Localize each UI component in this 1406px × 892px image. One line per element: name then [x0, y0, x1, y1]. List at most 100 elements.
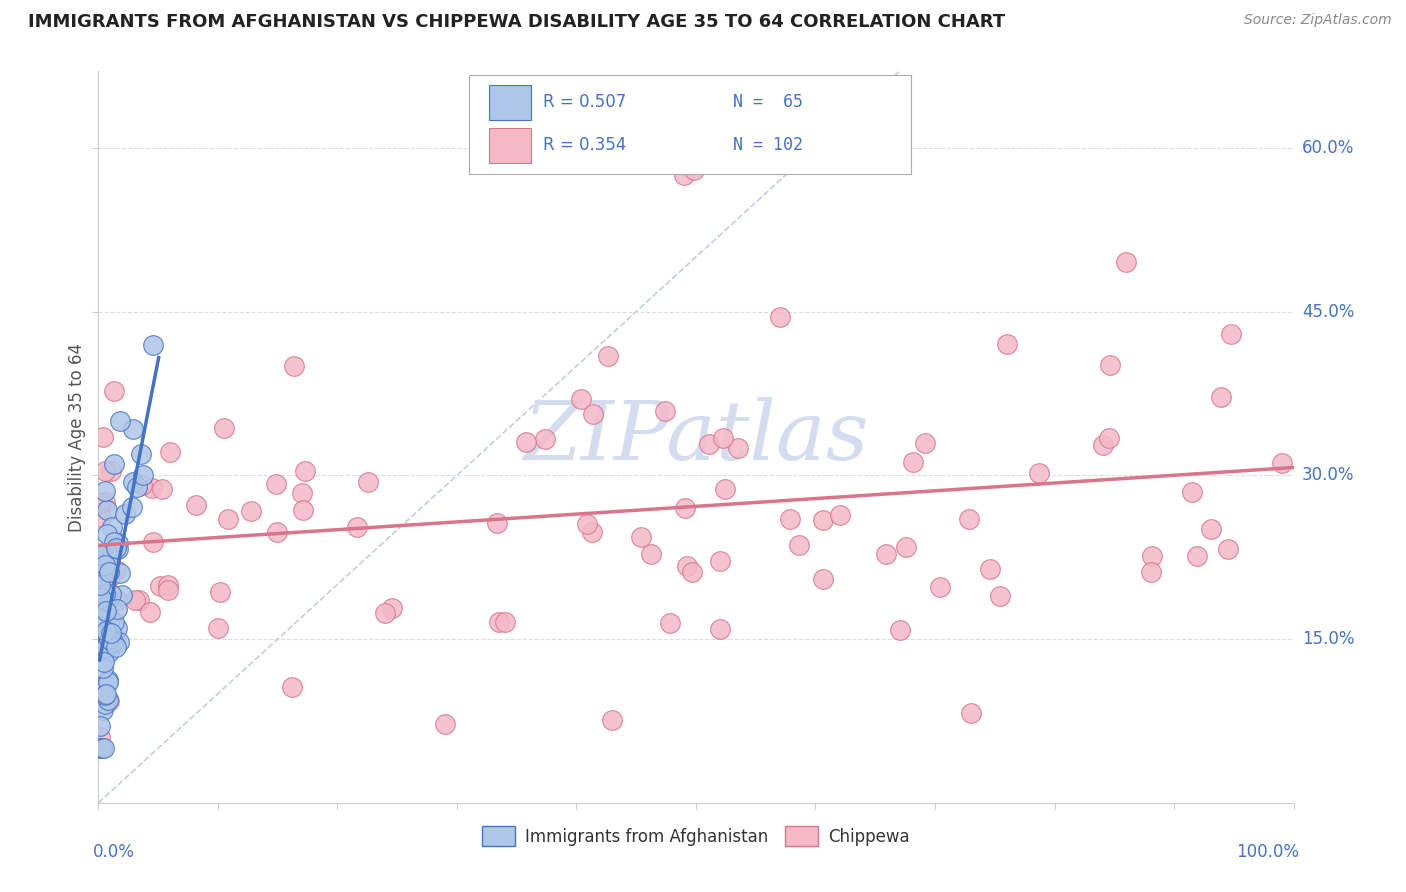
Point [94, 558, 117, 573]
Point [830, 508, 852, 523]
Point [212, 421, 235, 435]
Text: R = 0.507: R = 0.507 [543, 93, 626, 111]
Point [94, 688, 117, 702]
Point [98, 694, 121, 708]
Point [682, 162, 704, 177]
Point [89, 612, 111, 626]
Point [1199, 522, 1222, 536]
Point [681, 565, 703, 579]
Point [960, 706, 983, 721]
Point [208, 584, 231, 599]
Point [111, 588, 134, 602]
Point [93, 464, 115, 478]
Point [108, 634, 131, 648]
Point [91, 645, 114, 659]
Text: 0.0%: 0.0% [93, 843, 135, 861]
Point [121, 422, 143, 436]
Point [139, 605, 162, 619]
FancyBboxPatch shape [489, 128, 531, 163]
Text: 30.0%: 30.0% [1302, 467, 1354, 484]
Point [97, 675, 120, 690]
Text: ZIPatlas: ZIPatlas [523, 397, 869, 477]
Point [141, 481, 163, 495]
Point [90, 510, 112, 524]
Point [486, 516, 509, 530]
Point [100, 519, 122, 533]
Point [283, 359, 305, 373]
Point [107, 542, 129, 557]
Point [122, 475, 145, 489]
Point [494, 615, 516, 629]
Point [488, 615, 510, 630]
Point [100, 626, 122, 640]
Point [1098, 431, 1121, 445]
Point [1115, 255, 1137, 269]
Point [107, 535, 129, 549]
Point [1181, 485, 1204, 500]
Point [779, 512, 801, 526]
Point [346, 520, 368, 534]
Point [875, 548, 897, 562]
Text: 45.0%: 45.0% [1302, 302, 1354, 320]
Point [105, 541, 128, 556]
Point [1218, 542, 1240, 557]
Point [914, 436, 936, 450]
Point [264, 477, 287, 491]
Point [93, 587, 115, 601]
Point [711, 431, 734, 445]
Point [374, 606, 396, 620]
Point [97, 692, 120, 706]
Point [571, 392, 593, 407]
Point [787, 537, 810, 551]
Point [697, 437, 720, 451]
Text: Source: ZipAtlas.com: Source: ZipAtlas.com [1244, 13, 1392, 28]
Point [89, 632, 111, 646]
Point [149, 579, 172, 593]
Point [98, 612, 121, 626]
Point [676, 559, 699, 574]
Point [434, 717, 457, 731]
Point [104, 563, 127, 577]
Text: IMMIGRANTS FROM AFGHANISTAN VS CHIPPEWA DISABILITY AGE 35 TO 64 CORRELATION CHAR: IMMIGRANTS FROM AFGHANISTAN VS CHIPPEWA … [28, 13, 1005, 31]
Point [91, 430, 114, 444]
Point [1185, 549, 1208, 564]
Point [673, 501, 696, 516]
Point [576, 517, 599, 532]
Text: N = 102: N = 102 [733, 136, 803, 153]
Point [131, 448, 153, 462]
Point [1028, 466, 1050, 480]
Point [89, 578, 111, 592]
Point [91, 661, 114, 675]
Point [673, 168, 696, 182]
Text: 15.0%: 15.0% [1302, 630, 1354, 648]
Point [93, 741, 115, 756]
Point [114, 508, 136, 522]
Text: 60.0%: 60.0% [1302, 139, 1354, 157]
Point [581, 524, 603, 539]
Point [889, 623, 911, 637]
Point [90, 549, 112, 563]
Point [104, 634, 127, 648]
Point [91, 596, 114, 610]
Point [105, 601, 128, 615]
Point [727, 441, 749, 455]
Point [294, 464, 316, 478]
Point [157, 578, 180, 592]
Point [142, 337, 165, 351]
Point [659, 616, 682, 631]
Point [101, 635, 124, 649]
Point [96, 502, 118, 516]
Point [186, 498, 208, 512]
Point [105, 621, 128, 635]
Point [93, 655, 115, 669]
Point [103, 458, 125, 472]
Point [89, 548, 111, 562]
Point [357, 475, 380, 489]
Point [94, 624, 117, 639]
Point [98, 552, 121, 566]
Point [1140, 566, 1163, 580]
Point [96, 626, 118, 640]
Text: N =  65: N = 65 [733, 93, 803, 111]
Point [108, 566, 131, 580]
Point [768, 310, 790, 324]
